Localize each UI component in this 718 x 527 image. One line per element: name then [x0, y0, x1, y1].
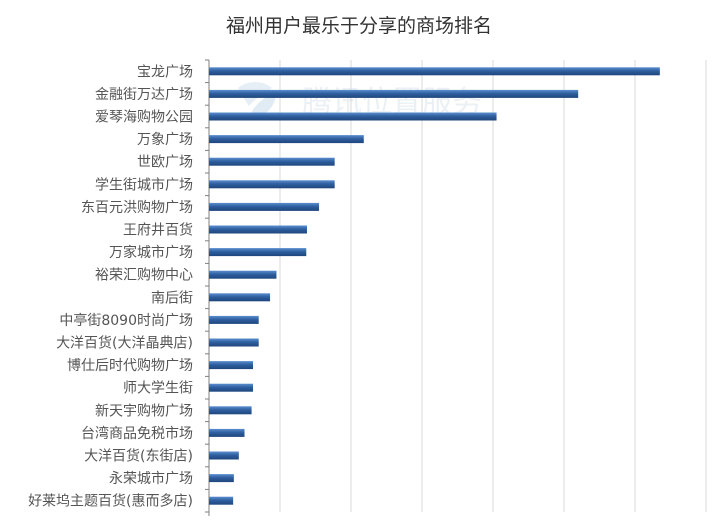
chart-title: 福州用户最乐于分享的商场排名	[226, 15, 492, 37]
category-label: 学生街城市广场	[95, 176, 193, 193]
category-label: 万家城市广场	[109, 244, 193, 261]
category-label: 新天宇购物广场	[95, 403, 193, 419]
bar	[209, 315, 259, 324]
bar	[209, 67, 660, 76]
bars	[209, 67, 660, 505]
category-label: 南后街	[151, 290, 193, 306]
bar	[209, 157, 335, 166]
category-label: 宝龙广场	[137, 64, 193, 80]
bar	[209, 428, 245, 437]
bar	[209, 406, 252, 415]
bar	[209, 248, 307, 257]
category-labels: 宝龙广场金融街万达广场爱琴海购物公园万象广场世欧广场学生街城市广场东百元洪购物广…	[28, 64, 193, 509]
bar	[209, 112, 497, 121]
bar	[209, 338, 259, 347]
category-label: 裕荣汇购物中心	[95, 268, 193, 284]
bar	[209, 383, 254, 392]
bar	[209, 293, 271, 302]
bar	[209, 496, 234, 505]
bar	[209, 451, 239, 460]
category-label: 爱琴海购物公园	[95, 110, 193, 126]
category-label: 台湾商品免税市场	[81, 425, 193, 442]
category-label: 大洋百货(东街店)	[84, 448, 193, 465]
category-label: 王府井百货	[123, 222, 193, 239]
category-label: 世欧广场	[137, 155, 193, 171]
vertical-gridlines	[279, 60, 707, 512]
bar	[209, 89, 579, 98]
category-label: 金融街万达广场	[95, 87, 193, 103]
bar	[209, 361, 254, 370]
category-label: 好莱坞主题百货(惠而多店)	[28, 493, 193, 510]
category-label: 博仕后时代购物广场	[67, 357, 193, 374]
bar	[209, 202, 320, 211]
category-label: 中亭街8090时尚广场	[59, 312, 193, 329]
bar	[209, 270, 277, 279]
category-axis	[205, 59, 210, 516]
bar	[209, 135, 364, 144]
category-label: 东百元洪购物广场	[81, 200, 193, 216]
bar	[209, 474, 234, 483]
category-label: 万象广场	[137, 132, 193, 148]
category-label: 师大学生街	[123, 381, 193, 397]
bar	[209, 180, 335, 189]
category-label: 大洋百货(大洋晶典店)	[56, 335, 193, 352]
bar	[209, 225, 307, 234]
category-label: 永荣城市广场	[109, 470, 193, 487]
